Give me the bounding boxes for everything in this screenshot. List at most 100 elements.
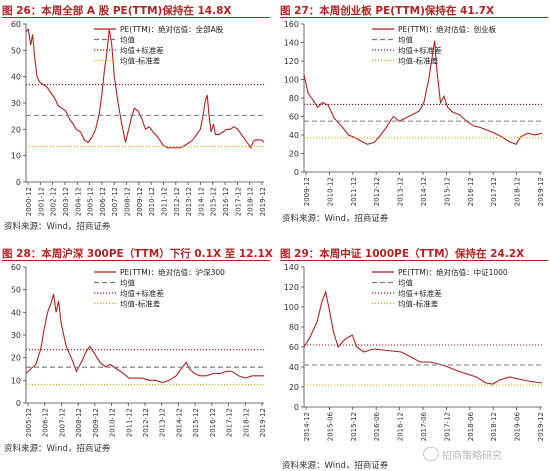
x-tick-label: 2012-12 xyxy=(142,408,150,437)
legend-label: 均值+标准差 xyxy=(398,45,442,55)
legend-label: 均值-标准差 xyxy=(398,299,439,309)
x-tick-label: 2009-12 xyxy=(136,187,144,216)
chart-panel-1: 图 26：本周全部 A 股 PE(TTM)保持在 14.8X 0 10 20 30 40… xyxy=(2,0,272,235)
legend-label: 均值 xyxy=(120,278,135,288)
y-tick-label: 20 xyxy=(11,354,21,363)
x-tick-label: 2016-12 xyxy=(209,408,217,437)
legend-label: PE(TTM)：绝对估值：沪深300 xyxy=(120,267,225,277)
y-tick-label: 40 xyxy=(289,363,299,372)
x-tick-label: 2015-06 xyxy=(326,411,334,441)
y-tick-label: 0 xyxy=(294,168,299,177)
x-tick-label: 2017-12 xyxy=(443,412,451,441)
x-tick-label: 2003-12 xyxy=(62,187,70,216)
legend-label: PE(TTM)：绝对估值：中证1000 xyxy=(398,267,508,277)
line-chart-csi1000: 0 20 40 60 80 100 120 140 2014-12 2015-06 2015-12 2… xyxy=(284,263,545,441)
y-tick-label: 50 xyxy=(11,286,21,295)
x-tick-label: 2019-12 xyxy=(537,177,545,206)
source-note: 资料来源：Wind，招商证券 xyxy=(282,214,389,224)
x-tick-label: 2008-12 xyxy=(124,187,132,216)
x-tick-label: 2001-12 xyxy=(37,187,45,216)
x-tick-label: 2016-12 xyxy=(397,412,405,441)
line-chart-chinext: 0 20 40 60 80 100 120 140 160 2009-12 2010-12 2011-… xyxy=(284,20,545,206)
x-tick-label: 2018-12 xyxy=(514,177,522,206)
x-tick-label: 2010-12 xyxy=(109,408,117,437)
x-tick-label: 2005-12 xyxy=(87,187,95,216)
series-line-pe xyxy=(25,28,265,149)
y-tick-label: 20 xyxy=(289,383,299,392)
x-tick-label: 2012-12 xyxy=(373,177,381,206)
y-tick-label: 80 xyxy=(289,323,299,332)
x-tick-label: 2016-12 xyxy=(222,187,230,216)
series-line-pe xyxy=(303,40,543,145)
x-tick-label: 2002-12 xyxy=(50,187,58,216)
title-rule xyxy=(280,260,548,261)
x-tick-label: 2008-12 xyxy=(75,408,83,437)
legend-label: 均值 xyxy=(120,35,135,45)
x-tick-label: 2013-12 xyxy=(159,408,167,437)
x-tick-label: 2006-12 xyxy=(99,187,107,216)
y-tick-label: 30 xyxy=(11,99,21,108)
chart-title: 图 27：本周创业板 PE(TTM)保持在 41.7X xyxy=(280,5,495,17)
y-tick-label: 0 xyxy=(16,178,21,187)
x-tick-label: 2014-12 xyxy=(303,412,311,441)
source-note: 资料来源：Wind，招商证券 xyxy=(282,461,389,471)
y-tick-label: 20 xyxy=(11,125,21,134)
y-tick-label: 120 xyxy=(284,57,299,66)
x-tick-label: 2009-12 xyxy=(92,408,100,437)
x-tick-label: 2016-06 xyxy=(373,411,381,441)
y-tick-label: 140 xyxy=(284,263,299,272)
x-tick-label: 2017-12 xyxy=(226,408,234,437)
x-tick-label: 2004-12 xyxy=(74,187,82,216)
x-tick-label: 2018-12 xyxy=(490,412,498,441)
y-tick-label: 10 xyxy=(11,376,21,385)
x-tick-label: 2018-12 xyxy=(242,408,250,437)
chart-title: 图 28：本周沪深 300PE（TTM）下行 0.1X 至 12.1X xyxy=(2,248,273,260)
x-tick-label: 2015-12 xyxy=(210,187,218,216)
y-tick-label: 60 xyxy=(11,20,21,29)
x-tick-label: 2011-12 xyxy=(125,408,133,437)
y-tick-label: 0 xyxy=(294,403,299,412)
y-tick-label: 80 xyxy=(289,94,299,103)
watermark: 招商策略研究 xyxy=(442,451,502,462)
x-tick-label: 2017-12 xyxy=(234,187,242,216)
y-tick-label: 60 xyxy=(289,343,299,352)
x-tick-label: 2013-12 xyxy=(185,187,193,216)
x-tick-label: 2017-12 xyxy=(490,177,498,206)
legend-label: 均值 xyxy=(398,278,413,288)
legend-label: 均值-标准差 xyxy=(120,56,161,66)
y-tick-label: 140 xyxy=(284,39,299,48)
title-rule xyxy=(2,17,270,18)
chart-panel-4: 图 29：本周中证 1000PE（TTM）保持在 24.2X 0 20 40 60 80… xyxy=(280,243,550,471)
x-tick-label: 2011-12 xyxy=(160,187,168,216)
legend-label: 均值+标准差 xyxy=(120,288,164,298)
x-tick-label: 2005-12 xyxy=(25,408,33,437)
title-rule xyxy=(280,17,548,18)
x-tick-label: 2006-12 xyxy=(42,408,50,437)
series-line-pe xyxy=(303,290,543,385)
wechat-icon xyxy=(423,447,439,461)
x-tick-label: 2019-12 xyxy=(259,408,267,437)
x-tick-label: 2017-06 xyxy=(420,411,428,441)
y-tick-label: 100 xyxy=(284,303,299,312)
y-tick-label: 0 xyxy=(16,399,21,408)
series-line-pe xyxy=(25,294,264,384)
x-tick-label: 2016-12 xyxy=(467,177,475,206)
legend-label: PE(TTM)：绝对估值：全部A股 xyxy=(120,24,224,34)
title-rule xyxy=(2,260,270,261)
x-tick-label: 2019-12 xyxy=(537,412,545,441)
x-tick-label: 2013-12 xyxy=(397,177,405,206)
x-tick-label: 2000-12 xyxy=(25,187,33,216)
legend-label: 均值+标准差 xyxy=(120,45,164,55)
chart-title: 图 29：本周中证 1000PE（TTM）保持在 24.2X xyxy=(280,248,525,260)
x-tick-label: 2014-12 xyxy=(175,408,183,437)
x-tick-label: 2015-12 xyxy=(350,412,358,441)
legend-label: 均值 xyxy=(398,35,413,45)
y-tick-label: 60 xyxy=(289,113,299,122)
legend-label: 均值-标准差 xyxy=(120,299,161,309)
y-tick-label: 60 xyxy=(11,263,21,272)
line-chart-all-a-shares: 0 10 20 30 40 50 60 2000-12 2001-12 2002-12 2003-1… xyxy=(11,20,267,216)
chart-panel-3: 图 28：本周沪深 300PE（TTM）下行 0.1X 至 12.1X 0 10 2… xyxy=(2,243,273,470)
legend-label: 均值+标准差 xyxy=(398,288,442,298)
y-tick-label: 40 xyxy=(289,131,299,140)
y-tick-label: 10 xyxy=(11,152,21,161)
